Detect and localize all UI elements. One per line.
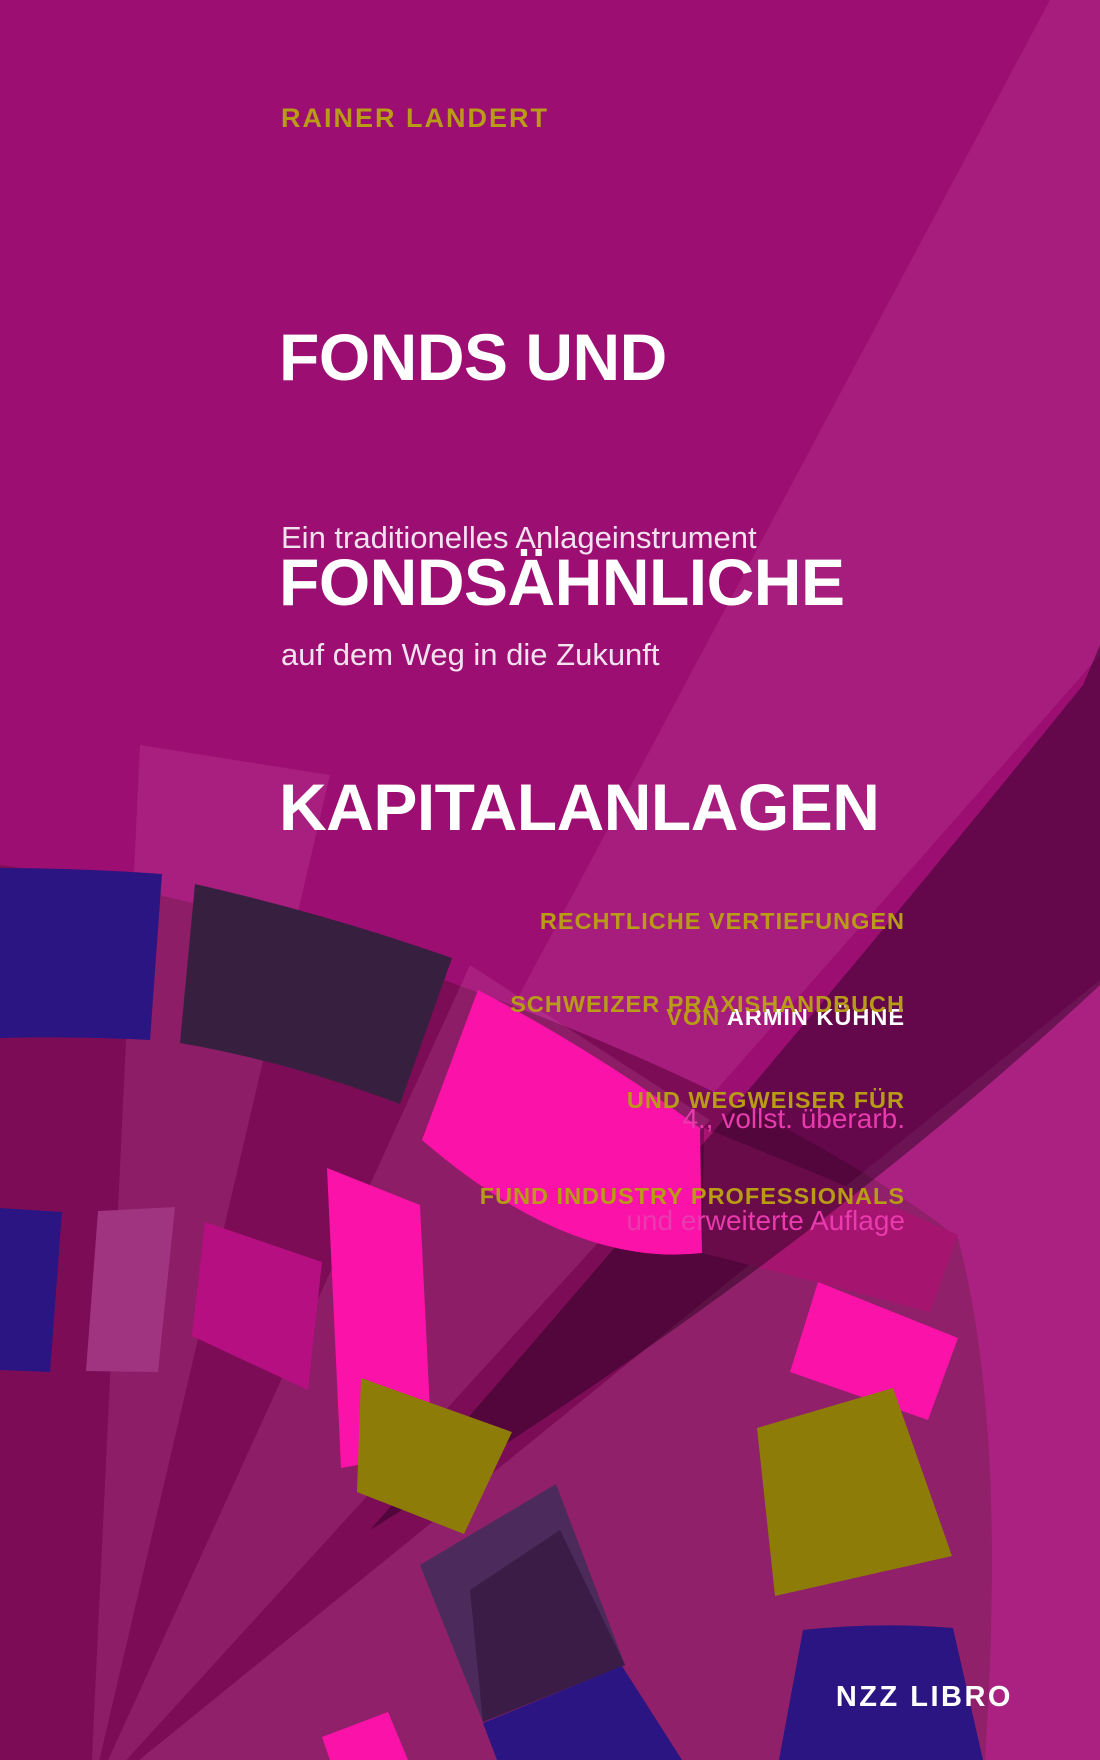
tagline-block: SCHWEIZER PRAXISHANDBUCH UND WEGWEISER F…	[480, 924, 905, 1276]
tagline-line: SCHWEIZER PRAXISHANDBUCH	[510, 991, 905, 1017]
contribution-line: VON ARMIN KÜHNE	[540, 1001, 905, 1033]
fan-disc	[0, 865, 992, 1760]
edition-note: 4., vollst. überarb. und erweiterte Aufl…	[626, 1034, 905, 1306]
segment-navy-bottom-mid	[483, 1666, 682, 1760]
segment-navy-publisher	[779, 1625, 983, 1760]
edition-line: 4., vollst. überarb.	[682, 1103, 905, 1134]
contribution-block: RECHTLICHE VERTIEFUNGEN VON ARMIN KÜHNE	[540, 841, 905, 1097]
segment-olive-left	[357, 1378, 512, 1534]
tagline-line: FUND INDUSTRY PROFESSIONALS	[479, 1183, 905, 1209]
segment-eggplant	[180, 884, 452, 1104]
segment-hot-pink-right	[790, 1282, 958, 1420]
segment-hot-pink-large	[422, 990, 702, 1255]
segment-slate-dark	[470, 1530, 625, 1722]
segment-navy-second	[0, 1208, 62, 1372]
book-title: FONDS UND FONDSÄHNLICHE KAPITALANLAGEN	[279, 170, 880, 995]
subtitle-line: Ein traditionelles Anlageinstrument	[281, 520, 757, 555]
edition-line: und erweiterte Auflage	[626, 1205, 905, 1236]
tagline-line: UND WEGWEISER FÜR	[626, 1087, 905, 1113]
contributor-name: ARMIN KÜHNE	[726, 1004, 905, 1030]
title-line: KAPITALANLAGEN	[279, 770, 880, 844]
segment-olive-right	[757, 1388, 952, 1596]
segment-navy-outer	[0, 868, 162, 1040]
author-name: RAINER LANDERT	[281, 103, 549, 133]
contribution-prefix: VON	[666, 1004, 727, 1030]
segment-hot-pink-tiny	[322, 1712, 408, 1760]
segment-medium-magenta	[702, 1128, 958, 1312]
publisher-logo: NZZ LIBRO	[835, 1681, 1013, 1713]
contribution-line: RECHTLICHE VERTIEFUNGEN	[539, 908, 905, 934]
dark-diagonal-band	[370, 645, 1100, 1530]
segment-bright-magenta	[192, 1222, 322, 1390]
segment-hot-pink-lower	[327, 1168, 432, 1468]
title-line: FONDS UND	[279, 320, 667, 394]
book-subtitle: Ein traditionelles Anlageinstrument auf …	[281, 440, 757, 752]
title-line: FONDSÄHNLICHE	[279, 545, 845, 619]
subtitle-line: auf dem Weg in die Zukunft	[281, 637, 660, 672]
segment-orchid	[86, 1207, 175, 1372]
